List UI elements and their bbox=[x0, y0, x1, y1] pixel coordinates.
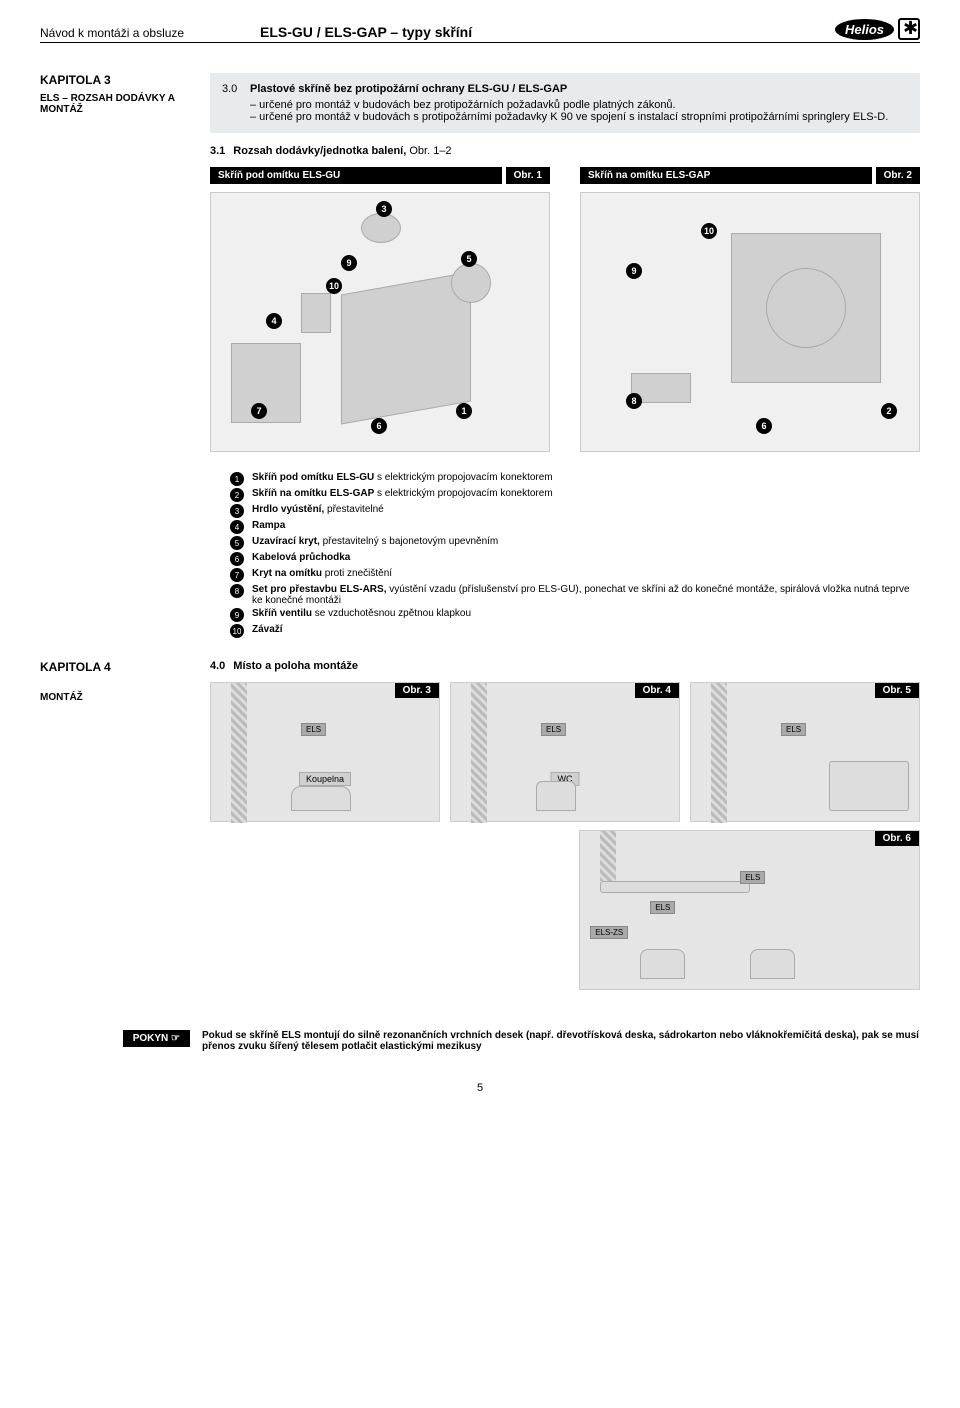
legend-num: 4 bbox=[230, 520, 244, 534]
item30-bullet2: – určené pro montáž v budovách s protipo… bbox=[250, 111, 908, 123]
fig2-diagram: 10 9 8 6 2 bbox=[580, 192, 920, 452]
legend-text: Skříň na omítku ELS-GAP s elektrickým pr… bbox=[252, 488, 553, 502]
legend-item: 9 Skříň ventilu se vzduchotěsnou zpětnou … bbox=[230, 608, 920, 622]
fig2-caption: Skříň na omítku ELS-GAP bbox=[580, 167, 872, 184]
legend-text: Závaží bbox=[252, 624, 283, 638]
item31-title: Rozsah dodávky/jednotka balení, bbox=[233, 145, 406, 157]
legend-text: Kryt na omítku proti znečištění bbox=[252, 568, 392, 582]
page-number: 5 bbox=[40, 1082, 920, 1094]
fig4-label: Obr. 4 bbox=[635, 683, 679, 698]
pokyn-badge: POKYN ☞ bbox=[123, 1030, 190, 1047]
item30-bullet1: – určené pro montáž v budovách bez proti… bbox=[250, 99, 908, 111]
item30-title: Plastové skříně bez protipožární ochrany… bbox=[250, 83, 567, 95]
fig1-caption: Skříň pod omítku ELS-GU bbox=[210, 167, 502, 184]
fig1-label: Obr. 1 bbox=[506, 167, 550, 184]
item40-title: Místo a poloha montáže bbox=[233, 660, 358, 672]
doc-title: Návod k montáži a obsluze bbox=[40, 26, 260, 40]
legend-item: 6 Kabelová průchodka bbox=[230, 552, 920, 566]
callout-10: 10 bbox=[326, 278, 342, 294]
fig3-label: Obr. 3 bbox=[395, 683, 439, 698]
legend-num: 3 bbox=[230, 504, 244, 518]
fig4-tag: ELS bbox=[541, 723, 566, 736]
fig2-caption-bar: Skříň na omítku ELS-GAP Obr. 2 bbox=[580, 167, 920, 184]
chapter3-subheading: ELS – ROZSAH DODÁVKY A MONTÁŽ bbox=[40, 93, 190, 115]
legend-text: Set pro přestavbu ELS-ARS, vyústění vzad… bbox=[252, 584, 920, 606]
item31-num: 3.1 bbox=[210, 145, 225, 157]
legend-text: Skříň pod omítku ELS-GU s elektrickým pr… bbox=[252, 472, 553, 486]
legend-text: Uzavírací kryt, přestavitelný s bajoneto… bbox=[252, 536, 498, 550]
legend-text: Skříň ventilu se vzduchotěsnou zpětnou k… bbox=[252, 608, 471, 622]
callout-2: 2 bbox=[881, 403, 897, 419]
callout-8: 8 bbox=[626, 393, 642, 409]
footer-text: Pokud se skříně ELS montují do silně rez… bbox=[202, 1030, 920, 1052]
legend-num: 5 bbox=[230, 536, 244, 550]
chapter3-heading: KAPITOLA 3 bbox=[40, 73, 190, 87]
callout-1: 1 bbox=[456, 403, 472, 419]
fig6-tag3: ELS-ZS bbox=[590, 926, 628, 939]
legend-text: Kabelová průchodka bbox=[252, 552, 350, 566]
chapter4-heading: KAPITOLA 4 bbox=[40, 660, 190, 674]
legend-text: Hrdlo vyústění, přestavitelné bbox=[252, 504, 384, 518]
fig6-tag1: ELS bbox=[740, 871, 765, 884]
fig6: Obr. 6 ELS ELS ELS-ZS bbox=[579, 830, 920, 990]
item40-num: 4.0 bbox=[210, 660, 225, 672]
fig1-caption-bar: Skříň pod omítku ELS-GU Obr. 1 bbox=[210, 167, 550, 184]
fig3-room: Koupelna bbox=[299, 772, 351, 786]
fig5: Obr. 5 ELS Kuchyňská linka bbox=[690, 682, 920, 822]
callout-4: 4 bbox=[266, 313, 282, 329]
callout-9b: 9 bbox=[626, 263, 642, 279]
fig2-label: Obr. 2 bbox=[876, 167, 920, 184]
legend-num: 9 bbox=[230, 608, 244, 622]
item31-suffix: Obr. 1–2 bbox=[409, 145, 451, 157]
legend-num: 10 bbox=[230, 624, 244, 638]
fig6-label: Obr. 6 bbox=[875, 831, 919, 846]
callout-10b: 10 bbox=[701, 223, 717, 239]
legend-list: 1 Skříň pod omítku ELS-GU s elektrickým p… bbox=[230, 472, 920, 638]
legend-item: 10 Závaží bbox=[230, 624, 920, 638]
legend-item: 3 Hrdlo vyústění, přestavitelné bbox=[230, 504, 920, 518]
legend-num: 2 bbox=[230, 488, 244, 502]
callout-6: 6 bbox=[371, 418, 387, 434]
fig3-tag: ELS bbox=[301, 723, 326, 736]
legend-num: 8 bbox=[230, 584, 244, 598]
fig5-label: Obr. 5 bbox=[875, 683, 919, 698]
legend-num: 6 bbox=[230, 552, 244, 566]
legend-item: 8 Set pro přestavbu ELS-ARS, vyústění vza… bbox=[230, 584, 920, 606]
legend-text: Rampa bbox=[252, 520, 285, 534]
fig4: Obr. 4 ELS WC bbox=[450, 682, 680, 822]
brand-logo: Helios bbox=[820, 18, 920, 40]
logo-text: Helios bbox=[835, 19, 894, 40]
fig3: Obr. 3 ELS Koupelna bbox=[210, 682, 440, 822]
callout-3: 3 bbox=[376, 201, 392, 217]
item30-num: 3.0 bbox=[222, 83, 242, 95]
callout-5: 5 bbox=[461, 251, 477, 267]
callout-7: 7 bbox=[251, 403, 267, 419]
page-header: Návod k montáži a obsluze ELS-GU / ELS-G… bbox=[40, 18, 920, 43]
fig5-tag: ELS bbox=[781, 723, 806, 736]
legend-item: 2 Skříň na omítku ELS-GAP s elektrickým p… bbox=[230, 488, 920, 502]
chapter4-subheading: MONTÁŽ bbox=[40, 692, 190, 703]
legend-item: 1 Skříň pod omítku ELS-GU s elektrickým p… bbox=[230, 472, 920, 486]
fig6-tag2: ELS bbox=[650, 901, 675, 914]
legend-num: 1 bbox=[230, 472, 244, 486]
chapter3-box: 3.0 Plastové skříně bez protipožární och… bbox=[210, 73, 920, 133]
fig1-diagram: 3 9 10 5 4 7 6 1 bbox=[210, 192, 550, 452]
callout-9: 9 bbox=[341, 255, 357, 271]
legend-item: 4 Rampa bbox=[230, 520, 920, 534]
callout-6b: 6 bbox=[756, 418, 772, 434]
legend-item: 5 Uzavírací kryt, přestavitelný s bajonet… bbox=[230, 536, 920, 550]
legend-item: 7 Kryt na omítku proti znečištění bbox=[230, 568, 920, 582]
section-title: ELS-GU / ELS-GAP – typy skříní bbox=[260, 24, 820, 40]
legend-num: 7 bbox=[230, 568, 244, 582]
fan-icon bbox=[898, 18, 920, 40]
